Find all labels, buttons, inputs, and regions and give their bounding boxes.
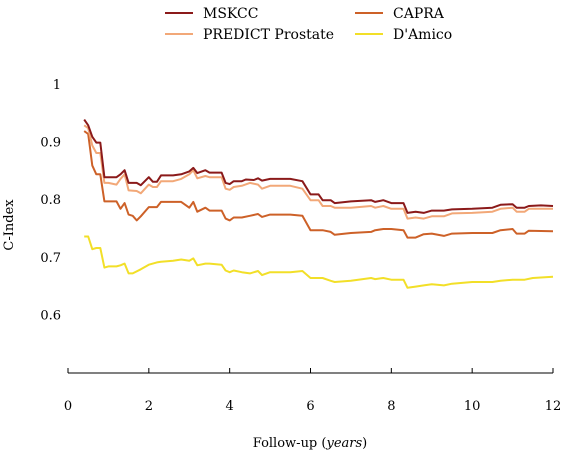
x-axis-title: Follow-up (years) [253, 436, 367, 451]
x-tick-label: 6 [306, 399, 314, 414]
y-axis-title: C-Index [2, 199, 17, 251]
legend-label-capra: CAPRA [393, 6, 445, 22]
series-line-mskcc [83, 119, 554, 214]
series-line-predict-prostate [83, 124, 553, 220]
legend: MSKCC PREDICT Prostate CAPRA D'Amico [165, 6, 452, 43]
x-axis-title-unit: years [325, 436, 362, 451]
y-tick-label: 0.9 [40, 136, 61, 151]
y-tick-label: 0.7 [40, 251, 61, 266]
x-tick-label: 2 [145, 399, 153, 414]
x-tick-label: 4 [226, 399, 234, 414]
x-axis-title-close: ) [362, 436, 367, 451]
legend-label-d-amico: D'Amico [393, 27, 452, 43]
plot-area [83, 119, 554, 289]
series-line-d-amico [84, 235, 554, 289]
y-tick-label: 0.6 [40, 308, 61, 323]
x-tick-label: 10 [464, 399, 481, 414]
x-tick-label: 8 [387, 399, 395, 414]
x-tick-label: 0 [64, 399, 72, 414]
axes: 0 2 4 6 8 10 12 0.6 0.7 0.8 0.9 1 [40, 78, 561, 414]
x-tick-label: 12 [545, 399, 562, 414]
x-axis-title-main: Follow-up ( [253, 436, 327, 451]
y-tick-label: 1 [53, 78, 61, 93]
y-tick-label: 0.8 [40, 193, 61, 208]
legend-label-mskcc: MSKCC [203, 6, 258, 22]
legend-label-predict-prostate: PREDICT Prostate [203, 27, 334, 43]
series-line-capra [83, 130, 554, 239]
